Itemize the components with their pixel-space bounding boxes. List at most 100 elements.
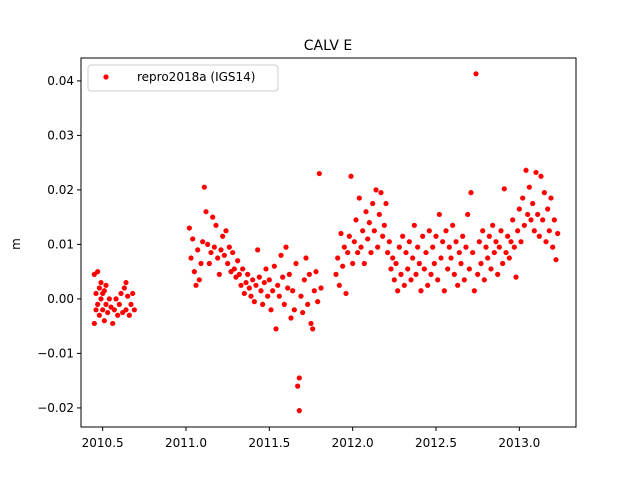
data-point	[476, 239, 482, 245]
data-point	[245, 271, 251, 277]
data-point	[398, 271, 404, 277]
data-point	[311, 288, 317, 294]
data-point	[205, 241, 211, 248]
data-point	[486, 233, 492, 239]
data-point	[313, 269, 319, 275]
data-point	[495, 271, 501, 277]
data-point	[453, 239, 459, 245]
data-point	[211, 244, 217, 250]
data-point	[538, 173, 544, 179]
data-point	[430, 244, 436, 250]
data-point	[393, 260, 399, 267]
data-point	[536, 233, 542, 239]
data-point	[358, 244, 364, 250]
data-point	[456, 249, 462, 256]
data-point	[373, 187, 379, 193]
data-point	[240, 266, 246, 272]
data-point	[255, 247, 261, 253]
data-point	[338, 230, 344, 237]
y-axis-label: m	[9, 238, 23, 250]
data-point	[468, 190, 474, 196]
data-point	[415, 244, 421, 250]
data-point	[131, 307, 137, 313]
data-point	[370, 200, 376, 207]
data-point	[115, 312, 121, 318]
data-point	[546, 228, 552, 234]
legend: repro2018a (IGS14)	[87, 64, 279, 92]
data-point	[281, 301, 287, 307]
data-point	[488, 266, 494, 272]
data-point	[310, 326, 316, 332]
data-point	[286, 271, 292, 277]
data-point	[201, 184, 207, 190]
data-point	[130, 290, 136, 297]
y-tick-label: 0.04	[47, 74, 74, 88]
data-point	[516, 206, 522, 212]
data-point	[455, 282, 461, 288]
data-point	[103, 301, 109, 307]
data-point	[223, 228, 229, 234]
data-point	[513, 274, 519, 280]
data-point	[116, 301, 122, 307]
data-point	[361, 260, 367, 267]
data-point	[515, 228, 521, 234]
data-point	[350, 260, 356, 267]
data-point	[473, 71, 479, 77]
data-point	[203, 209, 209, 215]
data-point	[118, 290, 124, 297]
data-point	[290, 288, 296, 294]
data-point	[123, 279, 129, 286]
data-point	[263, 266, 269, 272]
data-point	[191, 269, 197, 275]
x-tick-label: 2012.0	[332, 436, 374, 450]
data-point	[346, 233, 352, 239]
data-point	[381, 222, 387, 228]
data-point	[360, 228, 366, 234]
data-point	[278, 252, 284, 258]
data-point	[405, 266, 411, 272]
data-point	[363, 209, 369, 215]
data-point	[440, 239, 446, 245]
data-point	[366, 220, 372, 226]
data-point	[305, 301, 311, 307]
data-point	[540, 217, 546, 223]
x-tick-label: 2012.5	[415, 436, 457, 450]
data-point	[95, 301, 101, 307]
data-point	[436, 211, 442, 218]
data-point	[93, 307, 99, 313]
data-point	[248, 293, 254, 299]
data-point	[396, 244, 402, 250]
data-point	[413, 271, 419, 277]
data-point	[195, 247, 201, 253]
data-point	[423, 249, 429, 256]
data-point	[101, 318, 107, 324]
data-point	[518, 239, 524, 245]
data-point	[543, 239, 549, 245]
data-point	[243, 279, 249, 286]
data-point	[111, 307, 117, 313]
data-point	[225, 260, 231, 267]
data-point	[400, 233, 406, 239]
data-point	[520, 195, 526, 201]
data-point	[220, 233, 226, 239]
data-point	[123, 307, 129, 313]
data-point	[103, 282, 109, 288]
data-point	[480, 228, 486, 234]
data-point	[523, 167, 529, 173]
data-point	[316, 170, 322, 177]
y-tick-label: 0.02	[47, 183, 74, 197]
data-point	[395, 288, 401, 294]
data-point	[198, 260, 204, 267]
x-tick-label: 2010.5	[82, 436, 124, 450]
y-tick-label: 0.01	[47, 237, 74, 251]
data-point	[428, 271, 434, 277]
data-point	[210, 214, 216, 220]
data-point	[200, 239, 206, 245]
data-point	[238, 282, 244, 288]
data-point	[418, 288, 424, 294]
data-point	[441, 288, 447, 294]
data-point	[533, 169, 539, 176]
data-point	[110, 320, 116, 327]
data-point	[471, 288, 477, 294]
data-point	[545, 206, 551, 212]
